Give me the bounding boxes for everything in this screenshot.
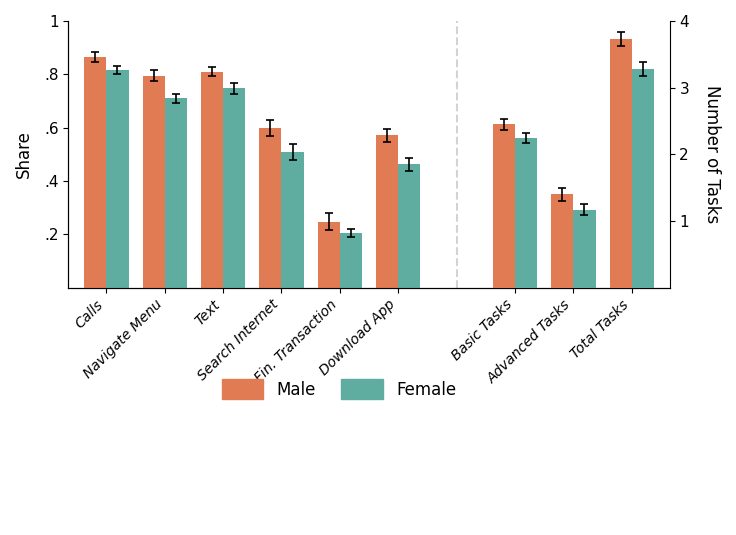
Bar (281, 152, 304, 288)
Bar (515, 137, 537, 288)
Bar (398, 164, 420, 288)
Bar (376, 135, 398, 288)
Bar (609, 39, 631, 288)
Bar (573, 210, 595, 288)
Bar (551, 194, 573, 288)
Bar (631, 69, 654, 288)
Bar (201, 72, 223, 288)
Bar (165, 98, 187, 288)
Bar (493, 124, 515, 288)
Bar (143, 75, 165, 288)
Legend: Male, Female: Male, Female (213, 371, 464, 408)
Bar (223, 88, 245, 288)
Bar (107, 71, 129, 288)
Bar (259, 128, 281, 288)
Y-axis label: Number of Tasks: Number of Tasks (703, 85, 721, 224)
Y-axis label: Share: Share (15, 131, 33, 178)
Bar (318, 221, 340, 288)
Bar (340, 233, 362, 288)
Bar (84, 57, 107, 288)
